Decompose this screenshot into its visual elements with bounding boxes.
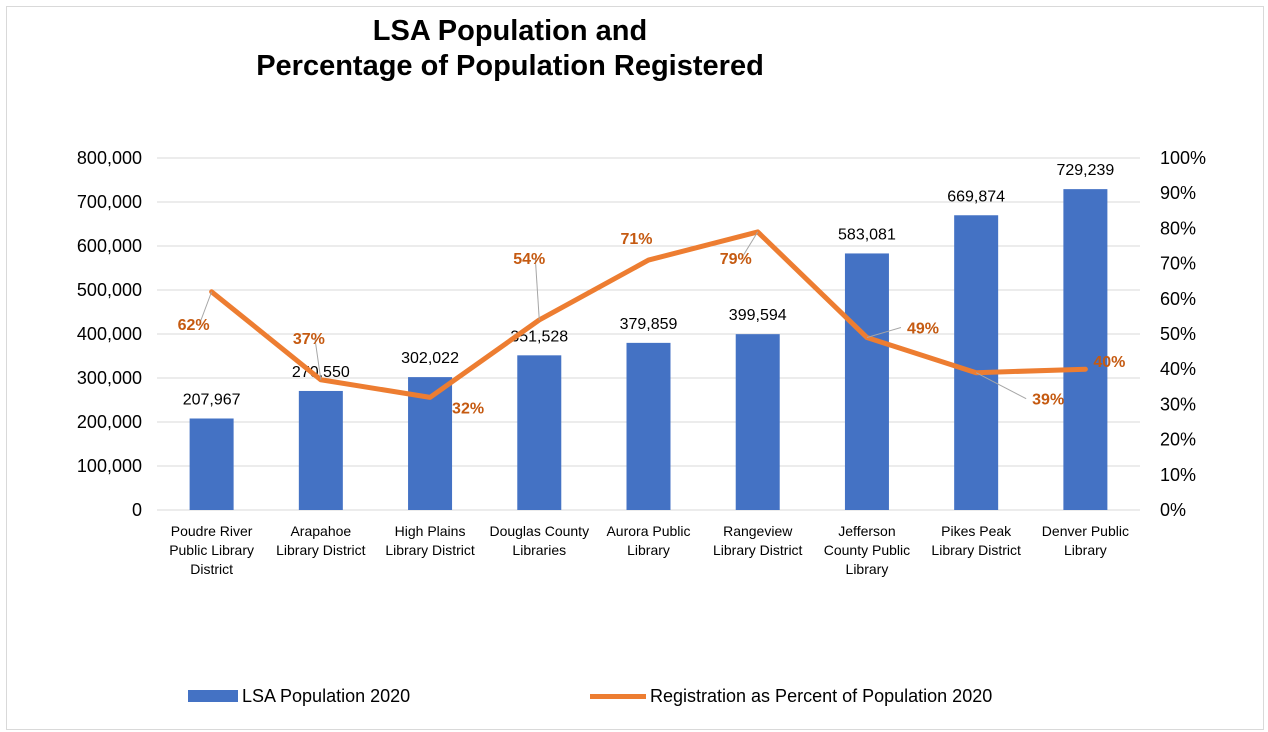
leader-line [741,231,759,259]
registration-line [209,229,1088,400]
y-right-tick-label: 20% [1160,430,1196,450]
y-right-tick-label: 70% [1160,254,1196,274]
legend-item-population: LSA Population 2020 [188,684,410,708]
y-left-tick-label: 200,000 [77,412,142,432]
y-left-tick-label: 0 [132,500,142,520]
bar-data-label: 583,081 [838,226,896,243]
bar-data-label: 669,874 [947,188,1005,205]
y-right-tick-label: 40% [1160,359,1196,379]
x-category-label: Library District [713,542,803,558]
bar-data-label: 379,859 [620,316,678,333]
y-left-tick-label: 700,000 [77,192,142,212]
leader-line [199,291,213,324]
leader-line [866,327,902,338]
y-left-tick-label: 300,000 [77,368,142,388]
line-data-label: 37% [293,331,325,348]
line-data-label: 71% [620,231,652,248]
x-category-label: Library [627,542,670,558]
y-left-tick-label: 800,000 [77,148,142,168]
x-category-label: High Plains [395,523,466,539]
bar [954,215,999,511]
chart-title: LSA Population and Percentage of Populat… [160,14,860,84]
y-left-tick-label: 500,000 [77,280,142,300]
x-category-label: Library District [385,542,475,558]
bar-data-label: 302,022 [401,350,459,367]
x-category-label: Library [846,561,889,577]
bar [844,253,889,510]
x-category-label: Douglas County [489,523,589,539]
bar [735,334,780,510]
x-category-label: Jefferson [838,523,895,539]
bar-data-label: 399,594 [729,307,787,324]
x-category-label: Arapahoe [290,523,351,539]
line-data-label: 54% [513,251,545,268]
y-right-tick-label: 30% [1160,394,1196,414]
y-right-tick-label: 90% [1160,183,1196,203]
y-right-tick-label: 100% [1160,148,1206,168]
line-data-label: 39% [1032,392,1064,409]
x-category-label: Libraries [512,542,566,558]
y-right-tick-label: 80% [1160,218,1196,238]
x-category-label: County Public [824,542,910,558]
bar [517,355,562,510]
line-data-label: 49% [907,321,939,338]
legend-swatch-bar [188,690,238,702]
line-data-label: 62% [178,317,210,334]
y-left-tick-label: 400,000 [77,324,142,344]
x-category-label: Library District [931,542,1021,558]
x-category-label: District [190,561,233,577]
x-category-label: Library District [276,542,366,558]
bar-data-label: 729,239 [1056,162,1114,179]
bar-data-label: 207,967 [183,391,241,408]
x-category-label: Aurora Public [606,523,690,539]
legend-label-registration: Registration as Percent of Population 20… [650,685,993,706]
leader-line [534,257,540,320]
bar [626,342,671,510]
x-category-label: Poudre River [171,523,253,539]
x-category-label: Denver Public [1042,523,1129,539]
legend-swatch-line [590,693,646,699]
y-right-tick-label: 50% [1160,324,1196,344]
bar [189,418,234,510]
leader-line [975,372,1027,400]
chart-title-line-2: Percentage of Population Registered [256,50,764,82]
y-right-tick-label: 10% [1160,465,1196,485]
x-category-label: Library [1064,542,1107,558]
y-left-tick-label: 100,000 [77,456,142,476]
chart-title-line-1: LSA Population and [372,15,648,47]
x-category-label: Rangeview [723,523,793,539]
y-right-tick-label: 60% [1160,289,1196,309]
line-data-label: 79% [720,251,752,268]
leader-line [314,337,322,380]
legend-label-population: LSA Population 2020 [242,685,411,706]
y-right-tick-label: 0% [1160,500,1186,520]
legend-item-registration: Registration as Percent of Population 20… [590,684,992,708]
x-category-label: Pikes Peak [941,523,1012,539]
bar [1063,189,1108,511]
bar [298,390,343,510]
line-data-label: 32% [452,400,484,417]
y-left-tick-label: 600,000 [77,236,142,256]
x-category-label: Public Library [169,542,254,558]
chart-frame [6,6,1264,730]
line-data-label: 40% [1093,354,1125,371]
